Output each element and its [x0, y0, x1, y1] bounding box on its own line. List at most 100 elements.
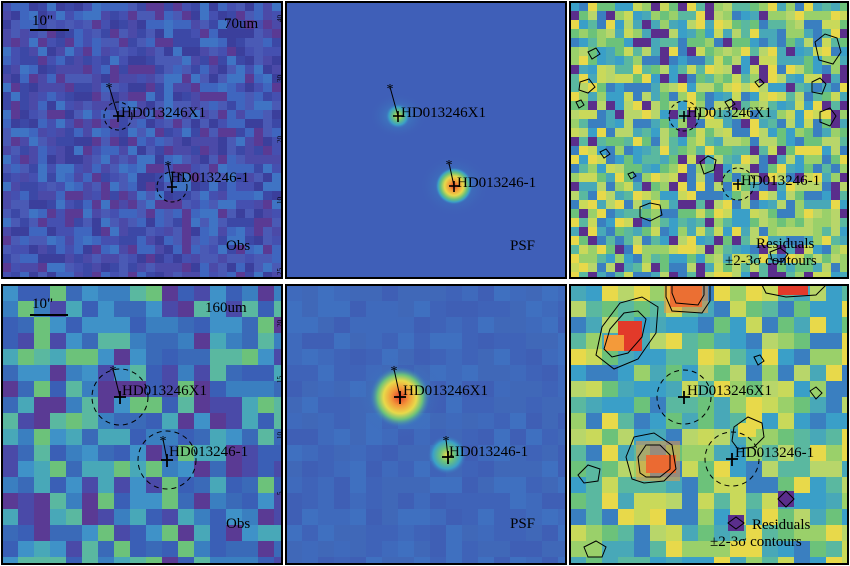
pixel-cell: [65, 38, 75, 48]
pixel-cell: [842, 477, 849, 494]
pixel-cell: [666, 381, 683, 398]
pixel-cell: [777, 137, 787, 147]
pixel-cell: [705, 245, 715, 255]
pixel-cell: [750, 227, 760, 237]
pixel-cell: [840, 119, 849, 129]
pixel-cell: [137, 92, 147, 102]
pixel-cell: [101, 83, 111, 93]
pixel-cell: [750, 245, 760, 255]
pixel-cell: [597, 74, 607, 84]
pixel-cell: [687, 92, 697, 102]
pixel-cell: [38, 29, 48, 39]
pixel-cell: [810, 317, 827, 334]
pixel-cell: [602, 493, 619, 510]
pixel-cell: [804, 29, 814, 39]
pixel-cell: [462, 285, 479, 302]
pixel-cell: [164, 191, 174, 201]
pixel-cell: [588, 29, 598, 39]
pixel-cell: [82, 413, 99, 430]
pixel-cell: [822, 119, 832, 129]
pixel-cell: [570, 263, 580, 273]
pixel-cell: [146, 272, 156, 279]
pixel-cell: [759, 218, 769, 228]
pixel-cell: [570, 285, 587, 302]
pixel-cell: [602, 365, 619, 382]
pixel-cell: [65, 182, 75, 192]
pixel-cell: [218, 29, 228, 39]
pixel-cell: [200, 2, 210, 12]
source-marker-x1: HD013246X1: [668, 100, 772, 132]
pixel-cell: [759, 155, 769, 165]
pixel-cell: [624, 11, 634, 21]
pixel-cell: [137, 74, 147, 84]
pixel-cell: [606, 200, 616, 210]
pixel-cell: [746, 317, 763, 334]
pixel-cell: [778, 541, 795, 558]
pixel-cell: [178, 525, 195, 542]
pixel-cell: [633, 245, 643, 255]
pixel-cell: [682, 477, 699, 494]
pixel-cell: [20, 119, 30, 129]
pixel-cell: [47, 110, 57, 120]
pixel-cell: [2, 155, 12, 165]
pixel-cell: [286, 333, 303, 350]
pixel-cell: [155, 74, 165, 84]
pixel-cell: [666, 541, 683, 558]
pixel-cell: [29, 119, 39, 129]
pixel-cell: [746, 477, 763, 494]
pixel-cell: [2, 110, 12, 120]
pixel-cell: [65, 11, 75, 21]
pixel-cell: [666, 333, 683, 350]
pixel-cell: [660, 110, 670, 120]
pixel-cell: [398, 445, 415, 462]
pixel-cell: [302, 429, 319, 446]
pixel-cell: [714, 146, 724, 156]
pixel-cell: [209, 164, 219, 174]
pixel-cell: [741, 263, 751, 273]
pixel-cell: [698, 429, 715, 446]
pixel-cell: [570, 557, 587, 565]
pixel-cell: [795, 65, 805, 75]
offset-line: [112, 368, 121, 398]
pixel-cell: [20, 200, 30, 210]
pixel-cell: [462, 413, 479, 430]
pixel-cell: [840, 173, 849, 183]
pixel-cell: [494, 397, 511, 414]
pixel-cell: [698, 413, 715, 430]
pixel-cell: [130, 317, 147, 334]
band-label: 160um: [205, 300, 247, 316]
pixel-cell: [687, 47, 697, 57]
pixel-cell: [272, 11, 282, 21]
pixel-cell: [730, 541, 747, 558]
pixel-cell: [210, 317, 227, 334]
pixel-cell: [227, 137, 237, 147]
pixel-cell: [74, 110, 84, 120]
pixel-cell: [642, 92, 652, 102]
pixel-cell: [263, 209, 273, 219]
pixel-cell: [810, 525, 827, 542]
pixel-cell: [74, 56, 84, 66]
pixel-cell: [795, 209, 805, 219]
pixel-cell: [606, 65, 616, 75]
pixel-cell: [741, 119, 751, 129]
pixel-cell: [137, 209, 147, 219]
pixel-cell: [245, 245, 255, 255]
pixel-cell: [746, 557, 763, 565]
pixel-cell: [178, 317, 195, 334]
pixel-cell: [82, 285, 99, 302]
pixel-cell: [254, 209, 264, 219]
pixel-cell: [777, 209, 787, 219]
pixel-cell: [660, 11, 670, 21]
pixel-cell: [831, 47, 841, 57]
pixel-cell: [634, 397, 651, 414]
pixel-cell: [768, 119, 778, 129]
pixel-cell: [542, 317, 559, 334]
pixel-cell: [200, 218, 210, 228]
pixel-cell: [34, 429, 51, 446]
pixel-cell: [191, 47, 201, 57]
pixel-cell: [209, 74, 219, 84]
pixel-cell: [34, 525, 51, 542]
pixel-cell: [786, 173, 796, 183]
pixel-cell: [382, 525, 399, 542]
pixel-cell: [778, 333, 795, 350]
